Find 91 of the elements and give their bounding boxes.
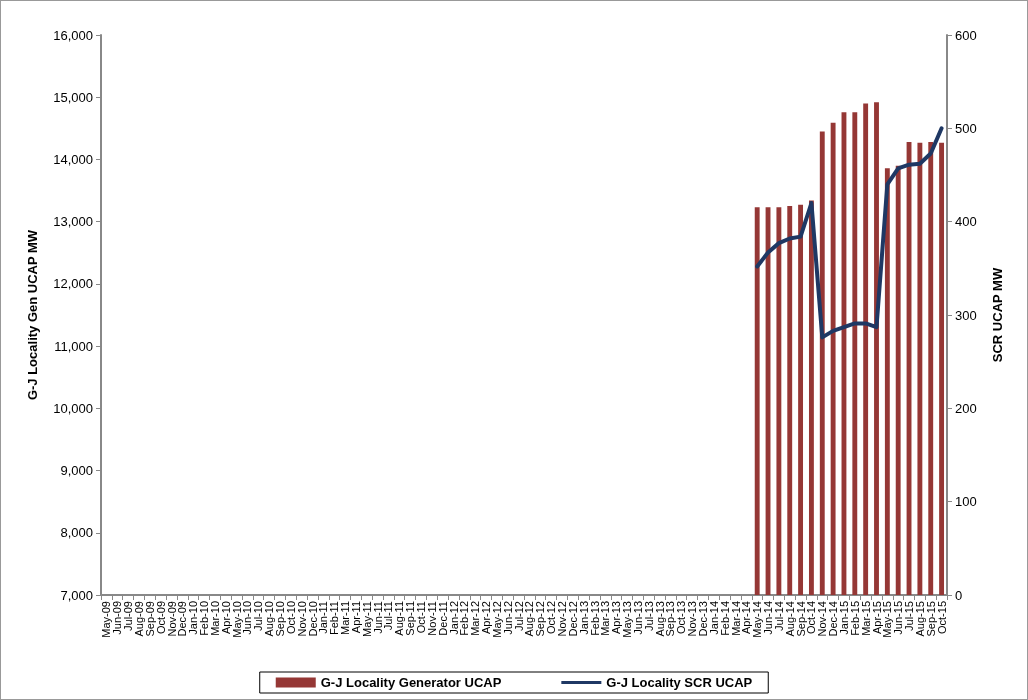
- x-tick-label: Jul-11: [382, 601, 395, 631]
- x-tick-label: Sep-11: [404, 601, 417, 636]
- x-tick-label: Jan-10: [187, 601, 200, 635]
- y-axis-title: G-J Locality Gen UCAP MW: [25, 229, 40, 401]
- x-tick-label: Feb-12: [458, 601, 471, 636]
- x-tick-label: Nov-09: [165, 601, 178, 637]
- x-tick-label: Aug-09: [132, 601, 145, 637]
- x-tick-label: Aug-12: [523, 601, 536, 637]
- y-tick-label: 11,000: [54, 338, 93, 354]
- x-tick-label: May-12: [490, 601, 503, 638]
- x-tick-label: Dec-14: [827, 601, 840, 637]
- x-tick-label: Apr-11: [349, 601, 362, 634]
- y-tick-label: 7,000: [60, 587, 93, 603]
- x-tick-label: Apr-15: [870, 601, 883, 635]
- x-tick-label: Aug-13: [653, 601, 666, 637]
- x-tick-label: Jul-15: [903, 601, 916, 631]
- y2-tick-label: 100: [955, 494, 977, 510]
- y-tick-label: 15,000: [53, 89, 93, 105]
- y-tick-label: 14,000: [53, 151, 93, 167]
- x-tick-label: Mar-10: [208, 601, 221, 636]
- y-tick-label: 9,000: [60, 463, 93, 479]
- x-tick-label: Dec-09: [176, 601, 189, 637]
- x-tick-label: Feb-13: [588, 601, 601, 636]
- x-tick-label: Sep-12: [534, 601, 547, 637]
- x-tick-label: Apr-12: [480, 601, 493, 635]
- x-tick-label: Jun-09: [111, 601, 124, 635]
- x-tick-label: Sep-13: [664, 601, 677, 637]
- y2-tick-label: 200: [955, 400, 977, 416]
- x-tick-label: May-13: [621, 601, 634, 638]
- x-tick-label: May-10: [230, 601, 243, 638]
- y2-tick-label: 400: [955, 214, 977, 230]
- x-tick-label: Aug-15: [913, 601, 926, 637]
- x-tick-label: Jan-15: [837, 601, 850, 635]
- x-tick-label: Aug-11: [393, 601, 406, 636]
- x-tick-label: May-15: [881, 601, 894, 638]
- x-tick-label: Dec-10: [306, 601, 319, 637]
- x-tick-label: Dec-11: [436, 601, 449, 636]
- x-tick-label: Jul-13: [642, 601, 655, 631]
- x-tick-label: Aug-10: [263, 601, 276, 637]
- x-tick-label: Dec-12: [566, 601, 579, 637]
- x-tick-label: Jul-10: [252, 601, 265, 631]
- x-tick-label: Feb-10: [198, 601, 211, 636]
- x-tick-label: Nov-14: [816, 601, 829, 637]
- x-tick-label: Oct-12: [545, 601, 558, 635]
- x-tick-label: Mar-15: [859, 601, 872, 636]
- x-tick-label: Mar-12: [469, 601, 482, 636]
- x-tick-label: May-14: [751, 601, 764, 638]
- y-tick-label: 13,000: [53, 214, 93, 230]
- x-tick-label: Oct-13: [675, 601, 688, 635]
- y2-tick-label: 300: [955, 307, 977, 323]
- x-tick-label: Jul-12: [512, 601, 525, 631]
- x-tick-label: Jul-09: [122, 601, 135, 631]
- x-tick-label: Jan-13: [577, 601, 590, 635]
- y2-tick-label: 500: [955, 120, 977, 136]
- x-tick-label: Apr-10: [219, 601, 232, 635]
- x-tick-label: Dec-13: [696, 601, 709, 637]
- y2-tick-label: 0: [955, 587, 963, 603]
- x-tick-label: Mar-11: [339, 601, 352, 636]
- x-tick-label: Oct-14: [805, 601, 818, 635]
- x-tick-label: Feb-15: [848, 601, 861, 636]
- legend-label: G-J Locality SCR UCAP: [606, 675, 753, 690]
- legend-label: G-J Locality Generator UCAP: [320, 675, 502, 690]
- x-tick-label: Oct-15: [935, 601, 948, 635]
- y2-tick-label: 600: [955, 27, 977, 43]
- y-tick-label: 16,000: [53, 27, 93, 43]
- x-tick-label: Apr-13: [610, 601, 623, 635]
- x-tick-label: Aug-14: [783, 601, 796, 637]
- y-tick-label: 12,000: [53, 276, 93, 292]
- x-tick-label: Mar-14: [729, 601, 742, 636]
- x-tick-label: Apr-14: [740, 601, 753, 635]
- x-tick-label: Jan-11: [317, 601, 330, 634]
- x-tick-label: Jun-15: [892, 601, 905, 635]
- x-tick-label: Nov-13: [686, 601, 699, 637]
- x-tick-label: May-11: [360, 601, 373, 637]
- y-tick-label: 8,000: [60, 525, 93, 541]
- x-tick-label: Feb-14: [718, 601, 731, 636]
- y-tick-label: 10,000: [53, 400, 93, 416]
- y2-axis-title: SCR UCAP MW: [990, 267, 1005, 363]
- x-tick-label: Jun-14: [762, 601, 775, 635]
- x-tick-label: Jun-10: [241, 601, 254, 635]
- x-tick-label: Nov-11: [425, 601, 438, 636]
- x-tick-label: Jan-12: [447, 601, 460, 635]
- x-tick-label: May-09: [100, 601, 113, 638]
- line-series: [755, 126, 944, 340]
- x-tick-label: Jan-14: [707, 601, 720, 635]
- x-tick-label: Mar-13: [599, 601, 612, 636]
- x-tick-label: Nov-12: [555, 601, 568, 637]
- x-tick-label: Jul-14: [772, 601, 785, 631]
- x-tick-label: Feb-11: [328, 601, 341, 636]
- x-tick-label: Sep-14: [794, 601, 807, 637]
- x-tick-label: Nov-10: [295, 601, 308, 637]
